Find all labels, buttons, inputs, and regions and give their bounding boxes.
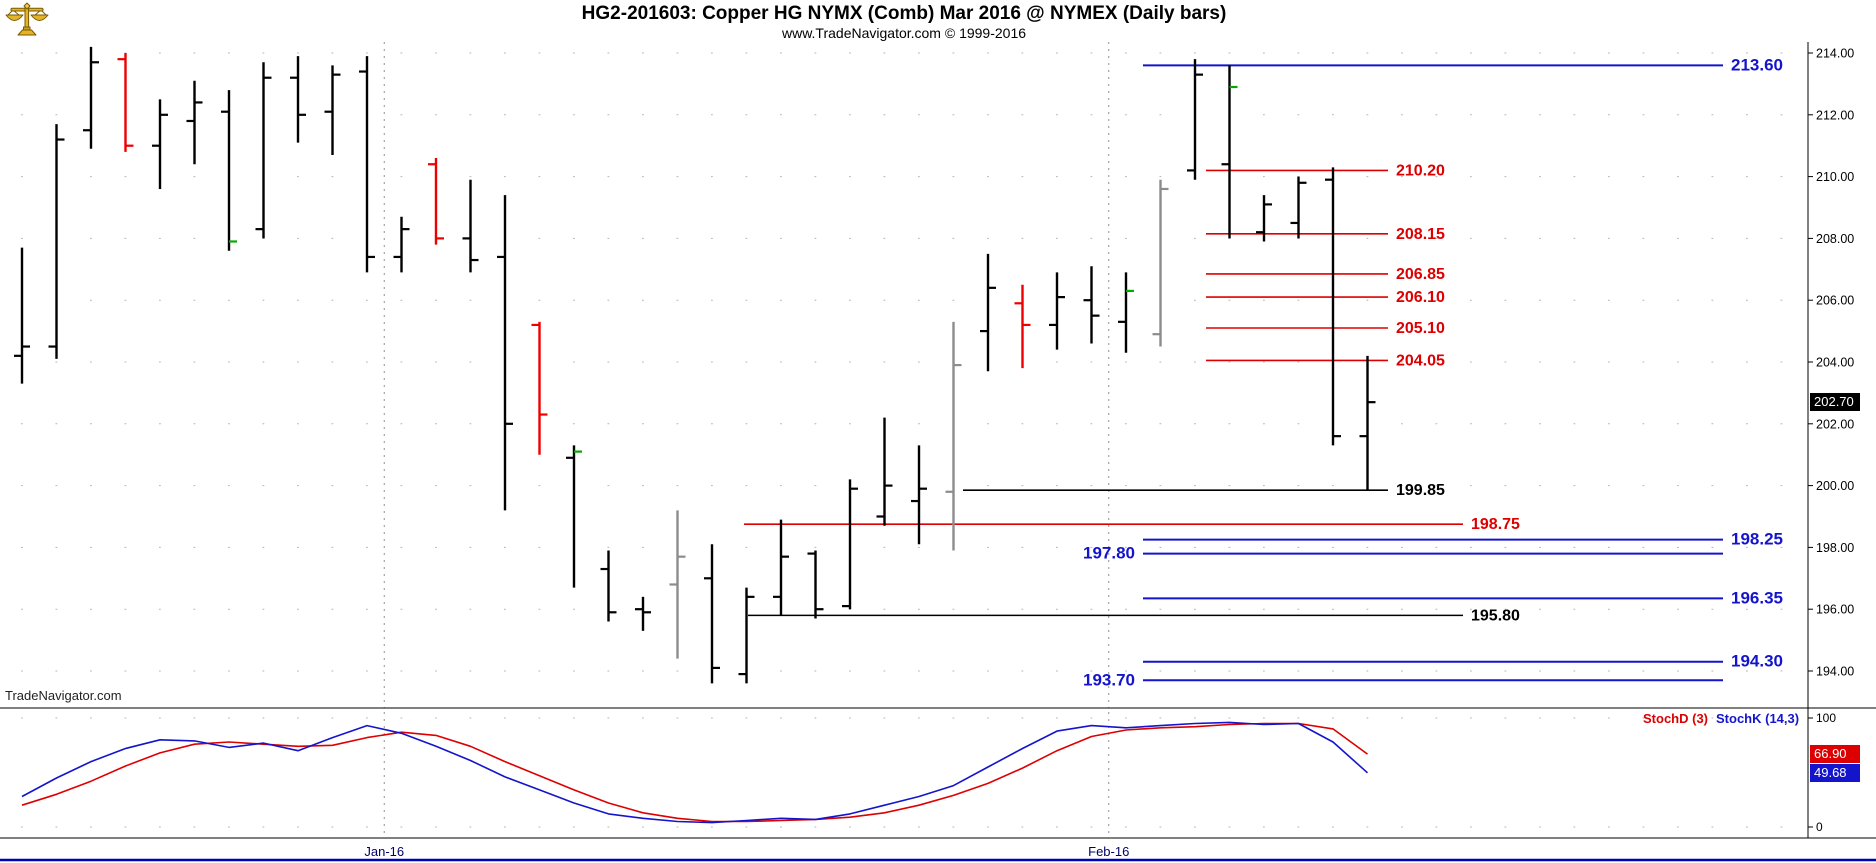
ohlc-bar <box>911 445 927 545</box>
ohlc-bar <box>324 65 341 155</box>
price-level-label: 208.15 <box>1396 226 1445 243</box>
price-axis-label: 200.00 <box>1816 479 1854 493</box>
date-axis-label: Jan-16 <box>364 844 404 859</box>
ohlc-bar <box>48 124 65 359</box>
stoch-gridlines: 100 0 <box>0 711 1836 834</box>
ohlc-bar <box>428 158 444 245</box>
ohlc-bar <box>1118 272 1134 353</box>
stochd-legend-label[interactable]: StochD (3) <box>1643 711 1708 726</box>
ohlc-bar <box>497 195 513 511</box>
stochk-legend-label[interactable]: StochK (14,3) <box>1716 711 1800 726</box>
price-level-label: 210.20 <box>1396 162 1445 179</box>
price-axis-label: 206.00 <box>1816 294 1854 308</box>
ohlc-bar <box>980 253 996 372</box>
ohlc-bar <box>1049 272 1065 350</box>
ohlc-bar <box>255 62 272 239</box>
ohlc-bar <box>1290 176 1307 239</box>
ohlc-bar <box>531 321 548 455</box>
price-level-label: 196.35 <box>1731 588 1783 607</box>
price-level-label: 193.70 <box>1083 670 1135 689</box>
date-axis-label: Feb-16 <box>1088 844 1129 859</box>
price-axis-label: 204.00 <box>1816 356 1854 370</box>
ohlc-bar <box>842 479 858 610</box>
stochk-value-badge: 49.68 <box>1810 763 1860 782</box>
stoch-axis-label: 0 <box>1816 820 1823 834</box>
price-level-label: 198.25 <box>1731 530 1783 549</box>
ohlc-bar <box>1187 59 1203 180</box>
stochk-line <box>21 721 1369 824</box>
price-level-label: 198.75 <box>1471 516 1520 533</box>
ohlc-bar <box>462 179 479 273</box>
ohlc-bar <box>83 46 99 149</box>
ohlc-bar <box>876 417 893 526</box>
ohlc-bar <box>359 56 375 273</box>
ohlc-bar <box>1014 284 1031 369</box>
price-level-label: 199.85 <box>1396 482 1445 499</box>
price-axis-label: 194.00 <box>1816 665 1854 679</box>
price-level-label: 206.10 <box>1396 289 1445 306</box>
price-axis-label: 202.00 <box>1816 417 1854 431</box>
price-gridlines: 214.00 212.00 210.00 208.00 206.00 204.00 202.… <box>0 47 1854 679</box>
ohlc-bars <box>14 46 1376 684</box>
ohlc-bar <box>1152 179 1169 347</box>
ohlc-bar <box>635 596 651 631</box>
ohlc-bar <box>290 56 306 143</box>
ohlc-bar <box>1221 65 1238 239</box>
chart-subtitle: www.TradeNavigator.com © 1999-2016 <box>781 25 1027 41</box>
watermark: TradeNavigator.com <box>5 688 122 703</box>
price-level-label: 205.10 <box>1396 320 1445 337</box>
ohlc-bar <box>152 99 168 189</box>
ohlc-bar <box>1083 266 1100 344</box>
stochd-line <box>21 722 1368 823</box>
price-level-label: 204.05 <box>1396 352 1445 369</box>
ohlc-bar <box>186 80 203 165</box>
chart-title: HG2-201603: Copper HG NYMX (Comb) Mar 20… <box>581 3 1227 24</box>
price-axis-label: 212.00 <box>1816 108 1854 122</box>
last-price-badge: 202.70 <box>1810 393 1860 412</box>
ohlc-bar <box>945 321 962 551</box>
price-level-label: 197.80 <box>1083 544 1135 563</box>
ohlc-bar <box>1325 167 1341 446</box>
price-level-label: 194.30 <box>1731 652 1783 671</box>
ohlc-bar <box>1359 355 1376 491</box>
ohlc-bar <box>1256 195 1272 242</box>
price-axis-label: 208.00 <box>1816 232 1854 246</box>
ohlc-bar <box>738 587 755 684</box>
stochd-value-badge: 66.90 <box>1810 745 1860 764</box>
trade-navigator-logo-icon <box>4 2 50 45</box>
ohlc-bar <box>704 544 720 684</box>
ohlc-bar <box>117 53 134 152</box>
ohlc-bar <box>393 216 410 273</box>
price-level-label: 195.80 <box>1471 607 1520 624</box>
price-axis-label: 198.00 <box>1816 541 1854 555</box>
ohlc-bar <box>600 550 617 622</box>
price-axis-label: 214.00 <box>1816 47 1854 61</box>
ohlc-bar <box>14 247 30 384</box>
price-level-label: 206.85 <box>1396 266 1445 283</box>
price-levels: 213.60 210.20 208.15 206.85 206.10 205.10 204.… <box>744 55 1783 689</box>
ohlc-bar <box>566 445 582 588</box>
price-axis-label: 210.00 <box>1816 170 1854 184</box>
price-level-label: 213.60 <box>1731 55 1783 74</box>
ohlc-bar <box>807 550 824 619</box>
price-axis-label: 196.00 <box>1816 603 1854 617</box>
ohlc-bar <box>669 510 686 659</box>
ohlc-bar <box>773 519 789 616</box>
ohlc-bar <box>221 90 237 251</box>
stoch-axis-label: 100 <box>1816 711 1836 725</box>
